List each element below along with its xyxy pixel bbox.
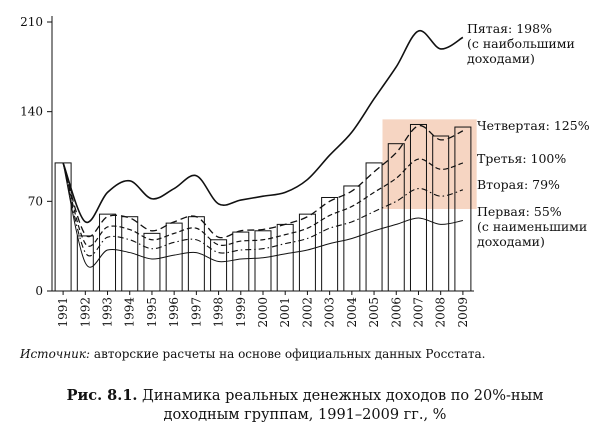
- series-label-fifth: Пятая: 198% (с наибольшими доходами): [467, 21, 575, 66]
- series-line-third: [62, 158, 464, 247]
- series-label-second: Вторая: 79%: [477, 177, 560, 192]
- x-tick-label-2000: 2000: [256, 297, 270, 328]
- x-tick-label-1993: 1993: [101, 297, 115, 328]
- series-label-third: Третья: 100%: [477, 151, 566, 166]
- x-tick-label-2005: 2005: [367, 297, 381, 328]
- x-tick-label-2003: 2003: [323, 297, 337, 328]
- series-label-second-line-1: Вторая: 79%: [477, 177, 560, 192]
- y-tick-label-70: 70: [28, 194, 43, 208]
- x-tick-label-2004: 2004: [345, 297, 359, 328]
- x-tick-label-1994: 1994: [123, 297, 137, 328]
- bar-2002: [298, 213, 316, 292]
- bar-1998: [210, 239, 228, 292]
- x-tick-label-1997: 1997: [189, 297, 203, 328]
- x-tick-label-2007: 2007: [411, 297, 425, 328]
- x-tick-label-1991: 1991: [56, 297, 70, 328]
- bar-2003: [321, 196, 339, 292]
- series-label-first-line-2: (с наименьшими: [477, 219, 587, 234]
- x-tick-label-1992: 1992: [78, 297, 92, 328]
- series-line-fourth: [62, 125, 464, 239]
- y-tick-label-140: 140: [20, 105, 43, 119]
- figure-caption: Рис. 8.1. Динамика реальных денежных дох…: [0, 386, 610, 425]
- x-tick-label-2002: 2002: [300, 297, 314, 328]
- caption-label: Рис. 8.1.: [66, 387, 138, 404]
- bar-2005: [365, 162, 383, 292]
- source-text: авторские расчеты на основе официальных …: [90, 347, 486, 361]
- series-label-first-line-1: Первая: 55%: [477, 204, 562, 219]
- caption-line2: доходным группам, 1991–2009 гг., %: [163, 407, 447, 423]
- bar-1995: [143, 232, 161, 292]
- x-tick-label-2008: 2008: [434, 297, 448, 328]
- series-label-fourth: Четвертая: 125%: [477, 118, 590, 133]
- series-label-fifth-line-1: Пятая: 198%: [467, 21, 552, 36]
- highlight-band: [382, 119, 477, 210]
- series-label-third-line-1: Третья: 100%: [477, 151, 566, 166]
- series-line-first: [62, 162, 463, 268]
- series-label-first: Первая: 55% (с наименьшими доходами): [477, 204, 587, 249]
- series-label-fifth-line-2: (с наибольшими: [467, 36, 575, 51]
- source-prefix: Источник:: [20, 347, 91, 361]
- y-tick-label-210: 210: [20, 15, 43, 29]
- x-tick-label-1995: 1995: [145, 297, 159, 328]
- x-tick-label-1996: 1996: [167, 297, 181, 328]
- x-tick-label-2009: 2009: [456, 297, 470, 328]
- series-label-fourth-line-1: Четвертая: 125%: [477, 118, 590, 133]
- x-tick-label-1998: 1998: [212, 297, 226, 328]
- series-line-second: [62, 162, 464, 257]
- x-tick-label-2001: 2001: [278, 297, 292, 328]
- series-label-first-line-3: доходами): [477, 234, 545, 249]
- x-tick-label-1999: 1999: [234, 297, 248, 328]
- income-dynamics-chart: 0 70 140 210 1991 1992 1993 1994 1995 1996 1997 199…: [20, 15, 590, 328]
- series-label-fifth-line-3: доходами): [467, 51, 535, 66]
- source-note: Источник: авторские расчеты на основе оф…: [20, 347, 486, 361]
- y-tick-label-0: 0: [35, 284, 43, 298]
- x-tick-label-2006: 2006: [389, 297, 403, 328]
- caption-line1: Динамика реальных денежных доходов по 20…: [137, 388, 544, 404]
- series-line-fifth: [62, 30, 464, 224]
